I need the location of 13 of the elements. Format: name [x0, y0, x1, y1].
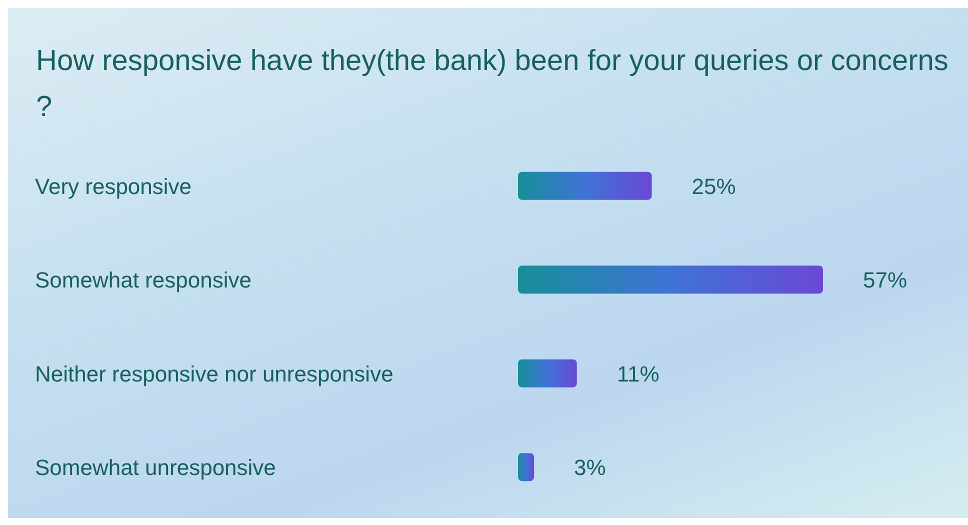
data-label: 57%: [863, 268, 908, 293]
y-tick-label: Very responsive: [35, 174, 192, 199]
data-label: 11%: [616, 361, 660, 386]
bar: [518, 359, 577, 388]
bar: [518, 172, 652, 200]
data-label: 3%: [574, 455, 606, 480]
data-label: 25%: [692, 174, 736, 199]
bar: [518, 453, 534, 482]
y-tick-label: Somewhat responsive: [35, 268, 252, 293]
y-tick-label: Neither responsive nor unresponsive: [35, 361, 394, 386]
chart-title: How responsive have they(the bank) been for your queries or concerns ?: [36, 44, 950, 125]
y-tick-label: Somewhat unresponsive: [35, 455, 276, 480]
bar: [518, 266, 823, 294]
